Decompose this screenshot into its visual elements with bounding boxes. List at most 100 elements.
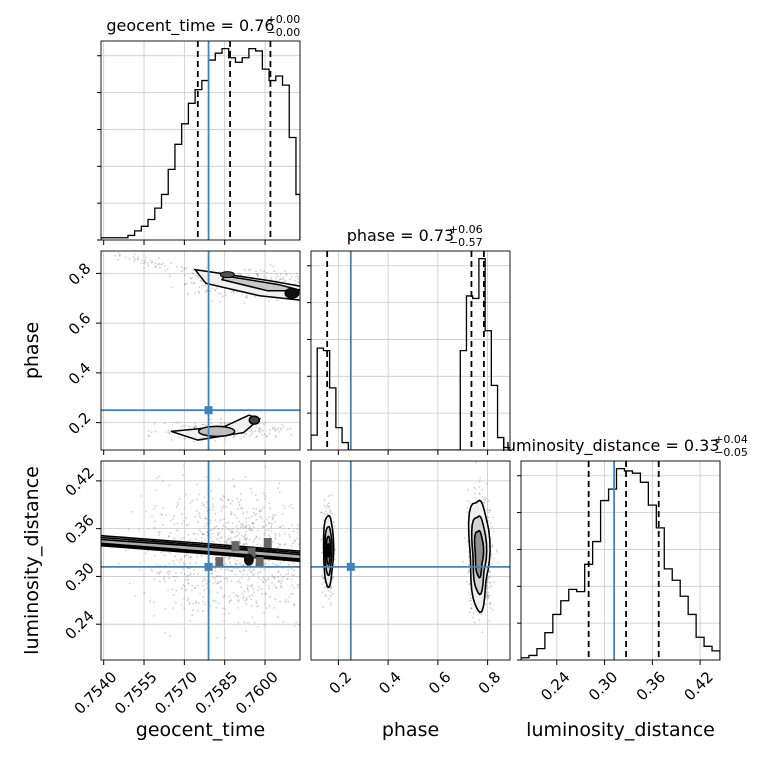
sample-point <box>201 533 204 536</box>
sample-point <box>264 421 267 424</box>
density-bin <box>263 537 272 548</box>
sample-point <box>284 279 287 282</box>
sample-point <box>175 575 178 578</box>
sample-point <box>260 587 263 590</box>
sample-point <box>184 283 186 286</box>
sample-point <box>183 507 186 510</box>
sample-point <box>187 293 190 295</box>
density-contour-3 <box>326 543 331 558</box>
sample-point <box>291 584 294 587</box>
sample-point <box>221 507 224 510</box>
sample-point <box>201 284 203 287</box>
sample-point <box>489 509 492 512</box>
sample-point <box>487 499 490 502</box>
sample-point <box>154 430 157 433</box>
sample-point <box>488 511 490 514</box>
sample-point <box>169 519 172 522</box>
sample-point <box>127 528 130 531</box>
sample-point <box>257 430 260 433</box>
sample-point <box>244 530 247 533</box>
sample-point <box>229 570 231 572</box>
sample-point <box>185 524 188 527</box>
sample-point <box>255 602 258 604</box>
sample-point <box>143 591 146 594</box>
sample-point <box>243 590 246 593</box>
sample-point <box>255 600 258 602</box>
x-tick-label: 0.8 <box>475 668 505 698</box>
sample-point <box>247 589 249 592</box>
sample-point <box>223 496 226 499</box>
sample-point <box>326 504 329 507</box>
sample-point <box>467 555 470 558</box>
sample-point <box>190 277 193 280</box>
sample-point <box>248 430 251 433</box>
sample-point <box>202 423 205 426</box>
sample-point <box>233 557 236 560</box>
sample-point <box>237 606 239 609</box>
sample-point <box>251 529 254 532</box>
sample-point <box>180 522 183 525</box>
sample-point <box>188 603 191 606</box>
sample-point <box>490 545 493 548</box>
sample-point <box>133 260 136 263</box>
x-tick-label: 0.4 <box>375 668 405 698</box>
sample-point <box>234 435 236 438</box>
sample-point <box>254 295 256 298</box>
sample-point <box>326 588 329 590</box>
sample-point <box>242 525 245 528</box>
sample-point <box>212 532 214 535</box>
sample-point <box>284 543 287 545</box>
sample-point <box>215 575 218 578</box>
sample-point <box>291 574 294 576</box>
sample-point <box>324 494 326 496</box>
sample-point <box>189 538 192 541</box>
sample-point <box>309 512 311 514</box>
sample-point <box>253 621 256 624</box>
sample-point <box>275 279 277 281</box>
sample-point <box>329 510 332 513</box>
sample-point <box>256 274 259 277</box>
sample-point <box>219 300 222 303</box>
sample-point <box>201 540 204 543</box>
sample-point <box>190 556 192 558</box>
sample-point <box>137 258 140 261</box>
sample-point <box>181 424 184 427</box>
sample-point <box>153 520 156 523</box>
sample-point <box>321 591 324 594</box>
sample-point <box>220 418 222 421</box>
sample-point <box>309 269 311 271</box>
sample-point <box>246 587 249 589</box>
sample-point <box>216 575 219 578</box>
sample-point <box>174 579 177 582</box>
sample-point <box>300 523 302 525</box>
sample-point <box>178 421 181 424</box>
sample-point <box>204 291 207 294</box>
sample-point <box>488 581 491 584</box>
2d-panel-geocent_time-vs-phase <box>100 250 311 451</box>
sample-point <box>180 537 183 540</box>
sample-point <box>194 426 197 428</box>
sample-point <box>293 574 295 577</box>
sample-point <box>241 525 243 527</box>
sample-point <box>271 428 274 431</box>
sample-point <box>169 273 172 276</box>
sample-point <box>238 579 240 582</box>
sample-point <box>204 579 207 582</box>
sample-point <box>216 591 219 594</box>
sample-point <box>243 544 246 547</box>
panel-title-luminosity_distance: luminosity_distance = 0.33 <box>501 436 719 456</box>
sample-point <box>468 611 471 613</box>
sample-point <box>117 562 120 565</box>
sample-point <box>177 529 180 532</box>
sample-point <box>243 302 246 305</box>
sample-point <box>277 427 280 429</box>
sample-point <box>279 526 281 528</box>
sample-point <box>242 526 245 529</box>
sample-point <box>245 602 247 605</box>
sample-point <box>248 526 251 528</box>
density-bin <box>255 557 264 568</box>
sample-point <box>184 585 187 588</box>
sample-point <box>244 524 247 527</box>
sample-point <box>293 587 295 589</box>
sample-point <box>195 424 198 427</box>
